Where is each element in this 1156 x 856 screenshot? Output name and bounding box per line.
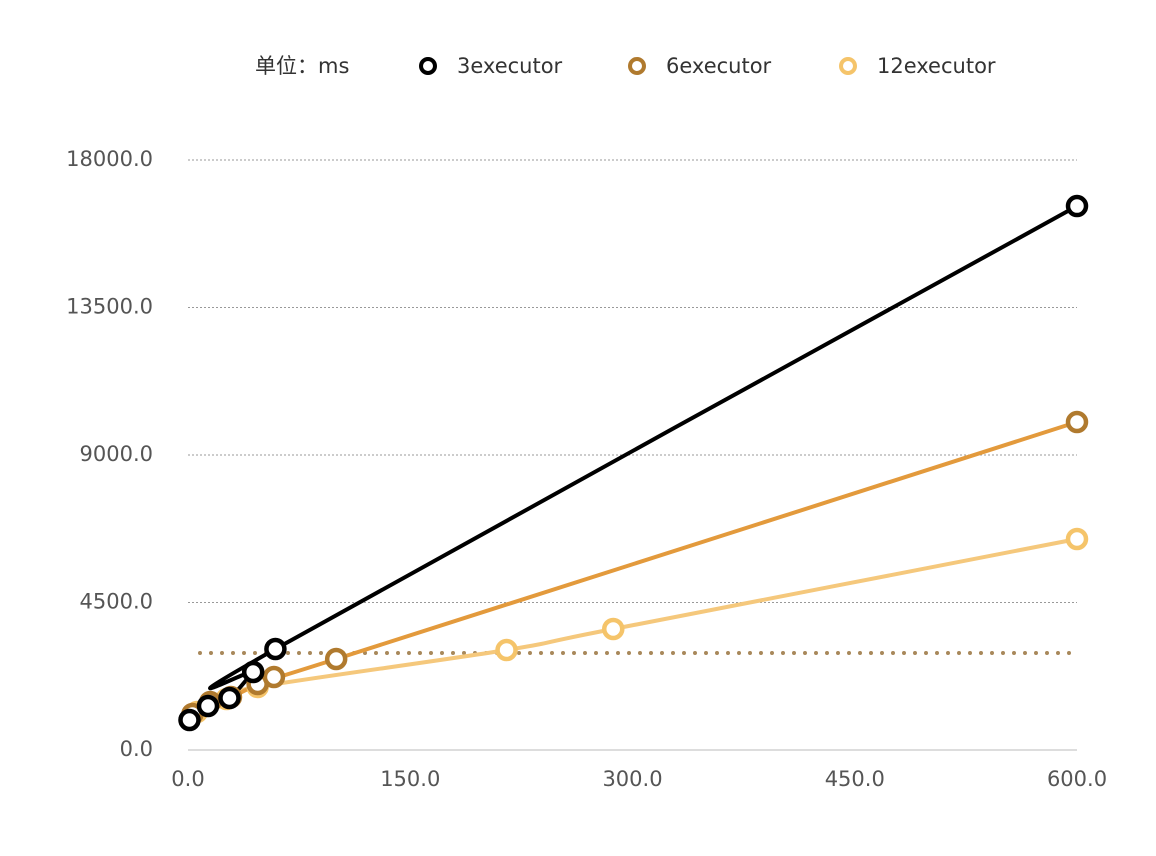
legend-marker [419, 57, 437, 75]
data-point [241, 660, 265, 684]
data-point [601, 617, 625, 641]
legend-marker [628, 57, 646, 75]
x-tick-label: 600.0 [1047, 767, 1107, 791]
data-point [218, 686, 241, 710]
data-point [1065, 410, 1089, 434]
unit-label: 单位：ms [255, 54, 349, 78]
x-tick-label: 0.0 [171, 767, 204, 791]
data-point [324, 647, 348, 671]
data-point [264, 637, 287, 661]
y-tick-label: 4500.0 [80, 590, 153, 614]
x-tick-label: 150.0 [380, 767, 440, 791]
series-line [191, 420, 1078, 716]
data-point [196, 694, 220, 718]
data-point [1065, 527, 1089, 551]
x-tick-label: 450.0 [825, 767, 885, 791]
data-point [178, 708, 201, 732]
legend-label: 3executor [457, 54, 563, 78]
legend-label: 6executor [666, 54, 772, 78]
data-point [1065, 194, 1089, 218]
data-point [495, 638, 518, 662]
y-tick-label: 9000.0 [80, 442, 153, 466]
x-tick-label: 300.0 [602, 767, 662, 791]
legend-marker [839, 57, 857, 75]
data-point [262, 665, 286, 689]
y-tick-label: 13500.0 [66, 295, 153, 319]
legend-label: 12executor [877, 54, 996, 78]
y-tick-label: 0.0 [120, 737, 153, 761]
legend: 3executor 6executor 12executor [419, 54, 996, 78]
y-tick-label: 18000.0 [66, 147, 153, 171]
